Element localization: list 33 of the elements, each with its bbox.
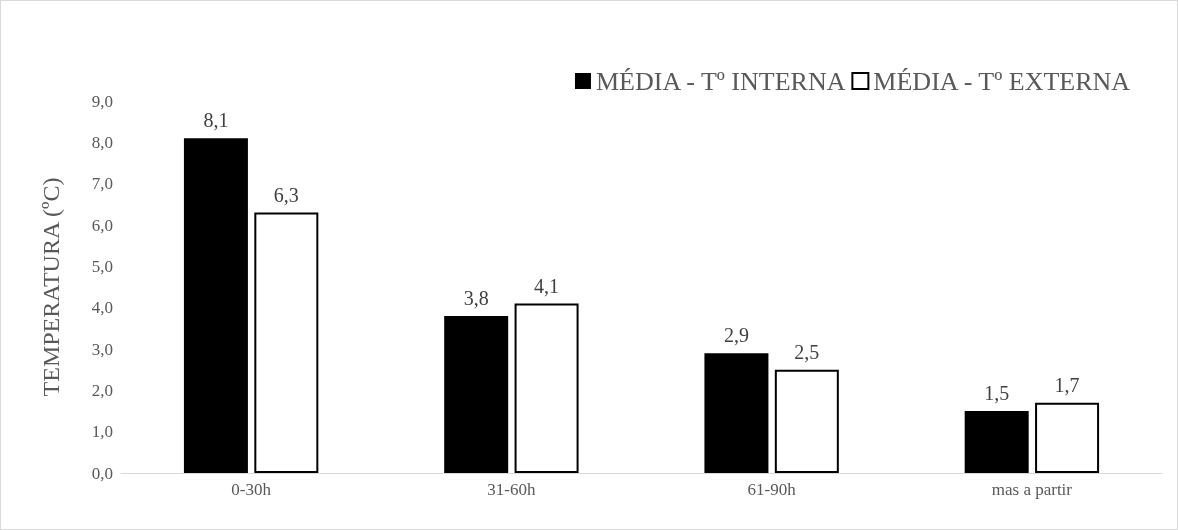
- y-axis-title: TEMPERATURA (ºC): [38, 177, 64, 397]
- bar: [444, 315, 509, 473]
- y-tick-label: 8,0: [91, 132, 113, 152]
- x-tick-label: mas a partir: [991, 480, 1073, 499]
- data-label: 8,1: [203, 109, 229, 132]
- y-tick-label: 9,0: [91, 91, 113, 111]
- y-tick-label: 2,0: [91, 380, 113, 400]
- data-label: 2,9: [723, 324, 749, 347]
- legend-label: MÉDIA - Tº INTERNA: [595, 66, 846, 96]
- y-tick-label: 6,0: [91, 215, 113, 235]
- y-tick-label: 3,0: [91, 339, 113, 359]
- data-label: 1,7: [1054, 373, 1080, 396]
- data-label: 2,5: [794, 340, 820, 363]
- bar: [964, 411, 1029, 473]
- legend-label: MÉDIA - Tº EXTERNA: [873, 66, 1131, 96]
- bar: [183, 138, 248, 473]
- y-tick-label: 4,0: [91, 298, 113, 318]
- bar: [1035, 402, 1100, 473]
- x-tick-label: 0-30h: [231, 480, 272, 499]
- bar: [774, 369, 839, 473]
- bar: [514, 303, 579, 473]
- data-label: 4,1: [534, 274, 560, 297]
- data-label: 1,5: [984, 382, 1010, 404]
- bar: [254, 212, 319, 473]
- y-tick-label: 7,0: [91, 174, 113, 194]
- data-label: 6,3: [273, 183, 299, 206]
- bar: [704, 353, 769, 473]
- y-tick-label: 1,0: [91, 422, 113, 442]
- x-tick-label: 61-90h: [747, 480, 797, 499]
- y-tick-label: 5,0: [91, 256, 113, 276]
- x-tick-label: 31-60h: [487, 480, 536, 499]
- data-label: 3,8: [463, 286, 489, 309]
- y-tick-label: 0,0: [91, 463, 113, 483]
